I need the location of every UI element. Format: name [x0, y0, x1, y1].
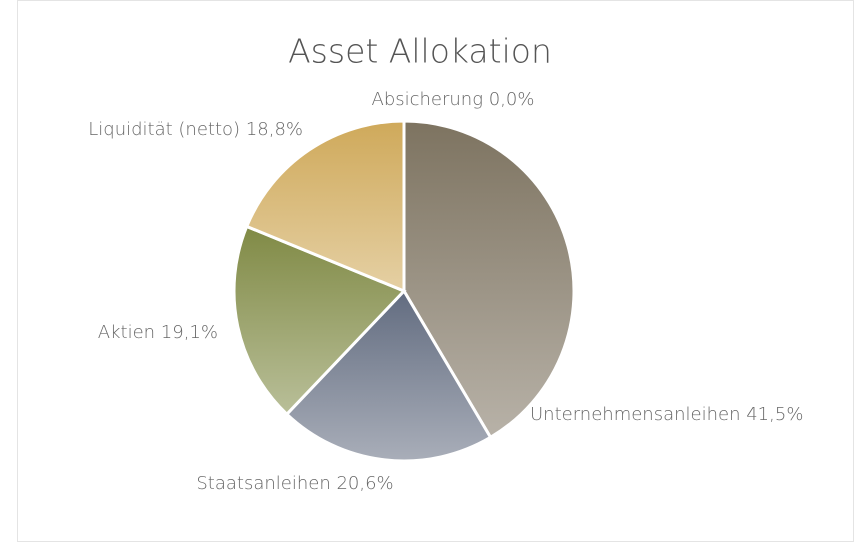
slice-label: Absicherung 0,0% — [372, 89, 535, 110]
slice-category: Unternehmensanleihen — [530, 404, 741, 425]
pie-slice — [232, 224, 407, 417]
slice-category: Staatsanleihen — [196, 473, 330, 494]
slice-category: Absicherung — [372, 89, 484, 110]
pie-slice — [244, 119, 406, 294]
slice-label: Liquidität (netto) 18,8% — [88, 119, 303, 140]
chart-title: Asset Allokation — [288, 32, 552, 71]
slice-category: Aktien — [98, 322, 155, 343]
slice-value-label: 41,5% — [746, 404, 803, 425]
slice-label: Staatsanleihen 20,6% — [196, 473, 393, 494]
slice-value-label: 20,6% — [336, 473, 393, 494]
slice-value-label: 18,8% — [246, 119, 303, 140]
slice-value-label: 0,0% — [489, 89, 535, 110]
pie-slice — [402, 119, 576, 440]
slice-label: Unternehmensanleihen 41,5% — [530, 404, 803, 425]
slice-label: Aktien 19,1% — [98, 322, 218, 343]
pie-slice — [284, 288, 493, 463]
slice-value-label: 19,1% — [161, 322, 218, 343]
slice-category: Liquidität (netto) — [88, 119, 240, 140]
